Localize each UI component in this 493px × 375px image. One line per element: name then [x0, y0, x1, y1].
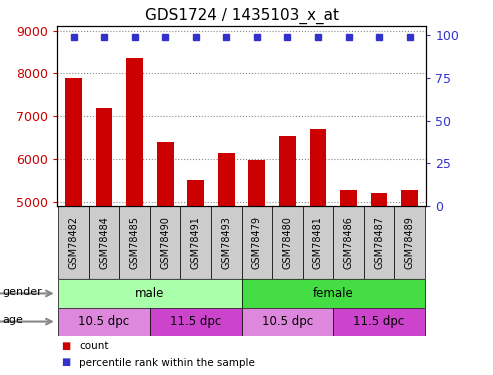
- Bar: [96, 108, 112, 375]
- Bar: [211, 206, 242, 279]
- Text: GSM78491: GSM78491: [191, 216, 201, 269]
- Bar: [340, 190, 357, 375]
- Bar: [157, 142, 174, 375]
- Bar: [242, 206, 272, 279]
- Bar: [187, 180, 204, 375]
- Text: ■: ■: [62, 357, 71, 368]
- Bar: [279, 135, 296, 375]
- Bar: [65, 78, 82, 375]
- Bar: [364, 206, 394, 279]
- Text: 10.5 dpc: 10.5 dpc: [78, 315, 130, 328]
- Bar: [180, 206, 211, 279]
- Text: GSM78484: GSM78484: [99, 216, 109, 269]
- Bar: [218, 153, 235, 375]
- Bar: [58, 279, 242, 308]
- Bar: [401, 190, 418, 375]
- Text: female: female: [313, 287, 353, 300]
- Text: 11.5 dpc: 11.5 dpc: [170, 315, 221, 328]
- Text: GSM78485: GSM78485: [130, 216, 140, 269]
- Bar: [242, 279, 425, 308]
- Text: age: age: [2, 315, 23, 325]
- Bar: [371, 193, 387, 375]
- Bar: [119, 206, 150, 279]
- Bar: [310, 129, 326, 375]
- Bar: [272, 206, 303, 279]
- Text: gender: gender: [2, 287, 42, 297]
- Title: GDS1724 / 1435103_x_at: GDS1724 / 1435103_x_at: [144, 7, 339, 24]
- Bar: [248, 160, 265, 375]
- Text: ■: ■: [62, 340, 71, 351]
- Text: GSM78490: GSM78490: [160, 216, 170, 269]
- Text: GSM78479: GSM78479: [252, 216, 262, 269]
- Bar: [242, 308, 333, 336]
- Text: GSM78487: GSM78487: [374, 216, 384, 269]
- Text: count: count: [79, 340, 108, 351]
- Bar: [89, 206, 119, 279]
- Bar: [394, 206, 425, 279]
- Bar: [126, 58, 143, 375]
- Bar: [150, 206, 180, 279]
- Bar: [303, 206, 333, 279]
- Bar: [333, 308, 425, 336]
- Text: GSM78489: GSM78489: [405, 216, 415, 269]
- Text: percentile rank within the sample: percentile rank within the sample: [79, 357, 255, 368]
- Bar: [58, 308, 150, 336]
- Bar: [333, 206, 364, 279]
- Text: GSM78481: GSM78481: [313, 216, 323, 269]
- Text: GSM78486: GSM78486: [344, 216, 353, 269]
- Text: male: male: [135, 287, 165, 300]
- Text: GSM78482: GSM78482: [69, 216, 78, 269]
- Bar: [150, 308, 242, 336]
- Text: 10.5 dpc: 10.5 dpc: [262, 315, 313, 328]
- Text: GSM78493: GSM78493: [221, 216, 231, 269]
- Bar: [58, 206, 89, 279]
- Text: GSM78480: GSM78480: [282, 216, 292, 269]
- Text: 11.5 dpc: 11.5 dpc: [353, 315, 405, 328]
